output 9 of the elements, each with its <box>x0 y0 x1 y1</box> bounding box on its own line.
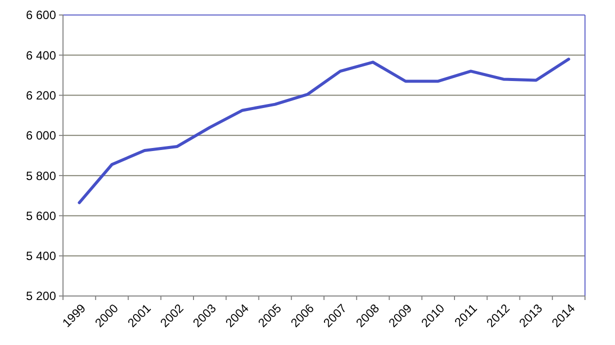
y-tick-label: 5 200 <box>26 289 56 304</box>
y-tick-label: 5 800 <box>26 168 56 183</box>
y-tick-label: 6 000 <box>26 128 56 143</box>
y-tick-label: 5 400 <box>26 249 56 264</box>
y-tick-label: 6 400 <box>26 48 56 62</box>
line-series <box>78 58 570 204</box>
y-tick-label: 5 600 <box>26 208 56 223</box>
y-tick-label: 6 200 <box>26 88 56 102</box>
y-tick-label: 6 600 <box>26 8 56 22</box>
